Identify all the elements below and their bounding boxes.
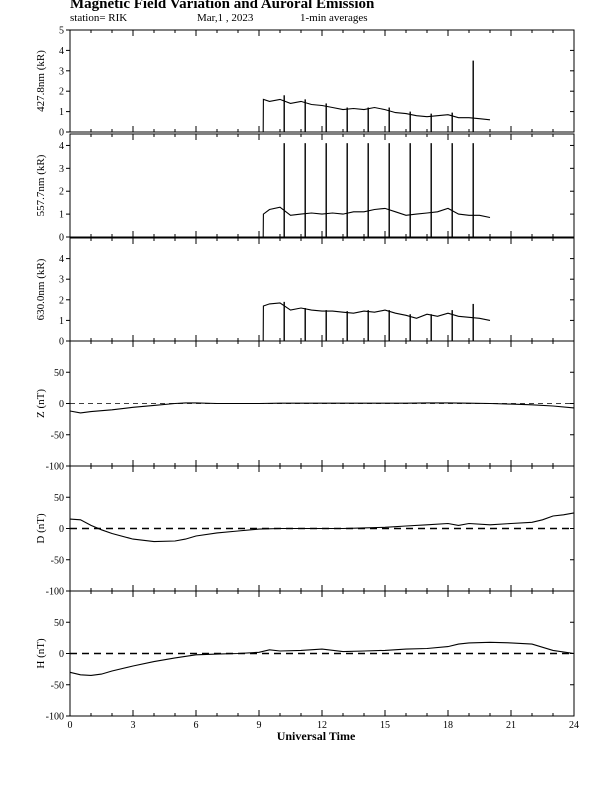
y-axis-label: 557.7nm (kR): [35, 154, 47, 216]
y-tick-label: 3: [59, 275, 64, 286]
panel-pH: -100 -50 0 50 H (nT): [35, 590, 575, 723]
station-label: station= RIK: [70, 12, 128, 24]
y-tick-label: -100: [46, 587, 64, 598]
y-tick-label: 1: [59, 107, 64, 118]
y-tick-label: 50: [54, 618, 64, 629]
x-tick-label: 3: [131, 720, 136, 731]
y-axis-label: 630.0nm (kR): [35, 258, 47, 320]
y-tick-label: 0: [59, 337, 64, 348]
y-tick-label: -50: [51, 430, 64, 441]
y-tick-label: 0: [59, 128, 64, 139]
y-tick-label: 0: [59, 233, 64, 244]
chart-title: Magnetic Field Variation and Auroral Emi…: [70, 0, 375, 12]
y-tick-label: 1: [59, 210, 64, 221]
panel-p6300: 0 1 2 3 4 630.0nm (kR): [35, 237, 575, 348]
y-tick-label: 3: [59, 66, 64, 77]
panel-frame: [69, 133, 575, 238]
y-tick-label: 4: [59, 141, 64, 152]
x-axis-label: Universal Time: [277, 729, 356, 743]
series-line: [69, 641, 575, 676]
y-tick-label: 50: [54, 493, 64, 504]
x-tick-label: 15: [380, 720, 390, 731]
y-tick-label: 5: [59, 26, 64, 37]
panel-pD: -100 -50 0 50 D (nT): [35, 465, 575, 598]
y-tick-label: 0: [59, 399, 64, 410]
panel-p5577: 0 1 2 3 4 557.7nm (kR): [35, 133, 575, 244]
y-axis-label: 427.8nm (kR): [35, 50, 47, 112]
x-tick-label: 24: [569, 720, 579, 731]
x-tick-label: 0: [68, 720, 73, 731]
y-tick-label: 2: [59, 87, 64, 98]
panel-frame: [69, 237, 575, 342]
date-label: Mar,1 , 2023: [197, 12, 254, 24]
panel-pZ: -100 -50 0 50 Z (nT): [35, 340, 575, 473]
x-tick-label: 6: [194, 720, 199, 731]
x-tick-label: 12: [317, 720, 327, 731]
y-tick-label: 50: [54, 368, 64, 379]
y-tick-label: 1: [59, 316, 64, 327]
y-tick-label: -50: [51, 680, 64, 691]
series-line: [69, 402, 575, 414]
x-tick-label: 18: [443, 720, 453, 731]
y-tick-label: 0: [59, 524, 64, 535]
y-tick-label: -50: [51, 555, 64, 566]
x-tick-label: 9: [257, 720, 262, 731]
panel-p4278: 0 1 2 3 4 5 427.8nm (kR): [35, 26, 575, 139]
y-tick-label: 3: [59, 164, 64, 175]
y-tick-label: 4: [59, 254, 64, 265]
y-axis-label: D (nT): [35, 513, 47, 544]
series-line: [238, 206, 491, 238]
series-line: [238, 302, 491, 342]
series-line: [238, 98, 491, 133]
x-tick-label: 21: [506, 720, 516, 731]
y-tick-label: -100: [46, 462, 64, 473]
series-line: [69, 512, 575, 543]
y-tick-label: 4: [59, 46, 64, 57]
y-tick-label: 2: [59, 295, 64, 306]
y-tick-label: 0: [59, 649, 64, 660]
averaging-label: 1-min averages: [300, 12, 368, 24]
y-axis-label: Z (nT): [35, 389, 47, 418]
y-tick-label: -100: [46, 712, 64, 723]
y-axis-label: H (nT): [35, 638, 47, 669]
y-tick-label: 2: [59, 187, 64, 198]
panel-frame: [69, 29, 575, 133]
